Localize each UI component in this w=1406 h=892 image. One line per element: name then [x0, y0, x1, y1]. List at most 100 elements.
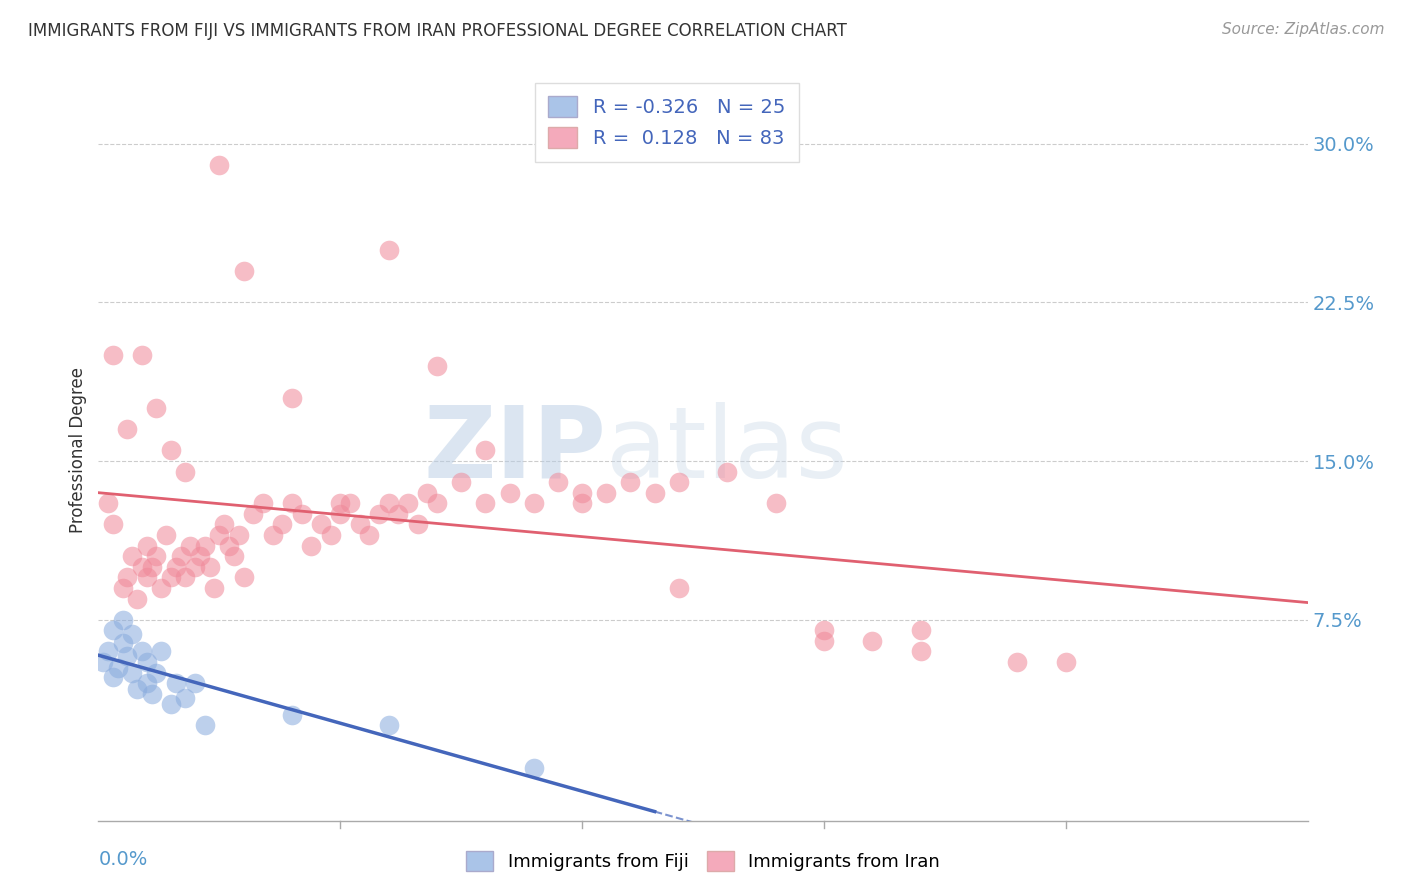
Point — [668, 475, 690, 490]
Point — [242, 507, 264, 521]
Point — [813, 624, 835, 638]
Point — [860, 633, 883, 648]
Point — [174, 570, 197, 584]
Point — [150, 644, 173, 658]
Point — [141, 687, 163, 701]
Point — [131, 348, 153, 362]
Text: Source: ZipAtlas.com: Source: ZipAtlas.com — [1222, 22, 1385, 37]
Point — [474, 496, 496, 510]
Point — [111, 613, 134, 627]
Point — [165, 676, 187, 690]
Point — [426, 359, 449, 373]
Point — [179, 539, 201, 553]
Point — [523, 761, 546, 775]
Point — [165, 559, 187, 574]
Point — [101, 517, 124, 532]
Point — [571, 485, 593, 500]
Point — [184, 559, 207, 574]
Point — [252, 496, 274, 510]
Point — [121, 627, 143, 641]
Point — [135, 676, 157, 690]
Point — [595, 485, 617, 500]
Point — [644, 485, 666, 500]
Point — [194, 718, 217, 732]
Point — [198, 559, 221, 574]
Point — [290, 507, 312, 521]
Text: atlas: atlas — [606, 402, 848, 499]
Point — [232, 570, 254, 584]
Point — [232, 263, 254, 277]
Point — [127, 682, 149, 697]
Point — [910, 644, 932, 658]
Legend: R = -0.326   N = 25, R =  0.128   N = 83: R = -0.326 N = 25, R = 0.128 N = 83 — [534, 83, 799, 162]
Y-axis label: Professional Degree: Professional Degree — [69, 368, 87, 533]
Point — [387, 507, 409, 521]
Point — [111, 581, 134, 595]
Point — [571, 496, 593, 510]
Point — [1054, 655, 1077, 669]
Point — [107, 661, 129, 675]
Point — [101, 348, 124, 362]
Point — [222, 549, 245, 564]
Point — [329, 496, 352, 510]
Point — [281, 707, 304, 722]
Point — [188, 549, 211, 564]
Point — [377, 718, 399, 732]
Point — [359, 528, 381, 542]
Point — [121, 549, 143, 564]
Point — [204, 581, 226, 595]
Point — [498, 485, 520, 500]
Point — [155, 528, 177, 542]
Point — [97, 644, 120, 658]
Point — [121, 665, 143, 680]
Point — [813, 633, 835, 648]
Point — [117, 570, 139, 584]
Point — [174, 690, 197, 705]
Point — [169, 549, 191, 564]
Point — [212, 517, 235, 532]
Point — [145, 549, 167, 564]
Point — [319, 528, 342, 542]
Point — [349, 517, 371, 532]
Point — [131, 644, 153, 658]
Point — [218, 539, 240, 553]
Point — [135, 655, 157, 669]
Point — [145, 665, 167, 680]
Point — [377, 243, 399, 257]
Point — [117, 648, 139, 663]
Point — [450, 475, 472, 490]
Point — [262, 528, 284, 542]
Point — [194, 539, 217, 553]
Point — [135, 570, 157, 584]
Text: 0.0%: 0.0% — [98, 850, 148, 870]
Point — [547, 475, 569, 490]
Point — [150, 581, 173, 595]
Point — [184, 676, 207, 690]
Point — [131, 559, 153, 574]
Point — [160, 570, 183, 584]
Point — [145, 401, 167, 416]
Point — [329, 507, 352, 521]
Point — [619, 475, 641, 490]
Point — [208, 528, 231, 542]
Point — [135, 539, 157, 553]
Point — [271, 517, 294, 532]
Point — [299, 539, 322, 553]
Point — [396, 496, 419, 510]
Legend: Immigrants from Fiji, Immigrants from Iran: Immigrants from Fiji, Immigrants from Ir… — [458, 844, 948, 879]
Point — [228, 528, 250, 542]
Point — [127, 591, 149, 606]
Point — [97, 496, 120, 510]
Point — [111, 636, 134, 650]
Point — [406, 517, 429, 532]
Point — [668, 581, 690, 595]
Point — [174, 465, 197, 479]
Point — [426, 496, 449, 510]
Point — [474, 443, 496, 458]
Point — [765, 496, 787, 510]
Point — [101, 624, 124, 638]
Point — [281, 391, 304, 405]
Point — [910, 624, 932, 638]
Point — [117, 422, 139, 436]
Point — [309, 517, 332, 532]
